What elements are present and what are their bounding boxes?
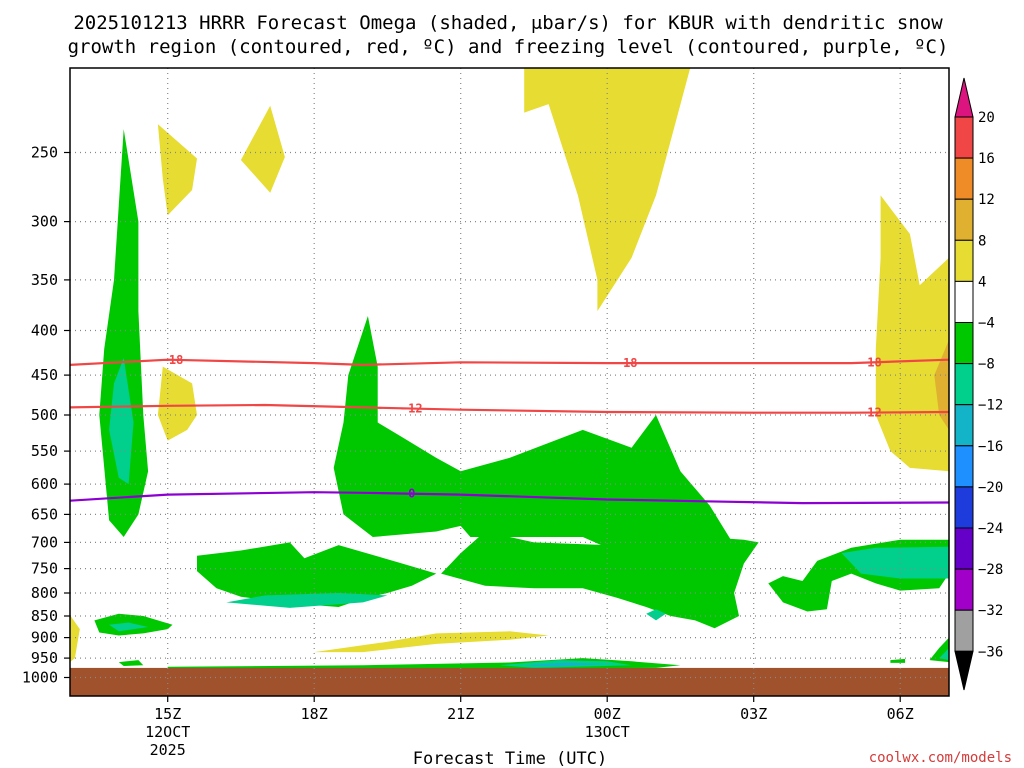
contour-label-dgz_top: −18 xyxy=(162,353,184,367)
colorbar-segment-3 xyxy=(954,239,974,282)
omega-region-17 xyxy=(890,658,906,663)
x-tick-date: 12OCT xyxy=(145,723,190,741)
y-tick-label: 950 xyxy=(31,649,58,667)
omega-region-14 xyxy=(118,660,144,666)
omega-region-11 xyxy=(441,531,759,629)
credit-text: coolwx.com/models xyxy=(869,750,1012,766)
x-tick-date: 13OCT xyxy=(585,723,630,741)
y-tick-label: 450 xyxy=(31,366,58,384)
colorbar-top-arrow xyxy=(954,77,974,118)
plot-frame xyxy=(69,67,950,697)
contour-label-dgz_bottom: −12 xyxy=(401,402,423,416)
omega-region-3 xyxy=(875,195,949,472)
contour-dgz_top xyxy=(70,358,949,367)
contours: −18 −18 −18 −12 −12 0 xyxy=(70,353,949,505)
x-tick-year: 2025 xyxy=(150,741,186,759)
omega-region-22 xyxy=(841,546,949,579)
contour-label-dgz_bottom: −12 xyxy=(860,406,882,420)
contour-freezing xyxy=(70,491,949,505)
colorbar-segment-8 xyxy=(954,445,974,488)
omega-region-20 xyxy=(109,622,149,632)
y-tick-label: 550 xyxy=(31,442,58,460)
omega-region-10 xyxy=(197,542,437,607)
colorbar-label: 8 xyxy=(978,233,986,249)
y-tick-label: 850 xyxy=(31,607,58,625)
omega-region-9 xyxy=(333,316,735,548)
y-tick-label: 500 xyxy=(31,406,58,424)
colorbar-label: 12 xyxy=(978,192,995,208)
colorbar-segment-0 xyxy=(954,116,974,159)
colorbar-label: −16 xyxy=(978,439,1003,455)
colorbar-label: −32 xyxy=(978,603,1003,619)
y-tick-label: 750 xyxy=(31,560,58,578)
y-axis: 250 300 350 400 450 500 550 600 650 700 750 800 850 9… xyxy=(22,144,70,687)
y-tick-label: 300 xyxy=(31,213,58,231)
y-tick-label: 250 xyxy=(31,144,58,162)
colorbar-segment-11 xyxy=(954,568,974,611)
colorbar-segment-9 xyxy=(954,486,974,529)
contour-label-dgz_top: −18 xyxy=(616,356,638,370)
chart-title-line1: 2025101213 HRRR Forecast Omega (shaded, … xyxy=(73,12,943,34)
x-tick-label: 18Z xyxy=(301,705,328,723)
colorbar-segment-6 xyxy=(954,363,974,406)
colorbar-bottom-arrow xyxy=(954,650,974,691)
colorbar-segment-10 xyxy=(954,527,974,570)
omega-region-19 xyxy=(226,593,388,608)
omega-region-4 xyxy=(934,339,949,430)
y-tick-label: 900 xyxy=(31,629,58,647)
y-tick-label: 350 xyxy=(31,271,58,289)
colorbar-label: −8 xyxy=(978,357,995,373)
chart-title-line2: growth region (contoured, red, ºC) and f… xyxy=(68,36,949,58)
omega-shading xyxy=(70,68,949,670)
colorbar-label: 4 xyxy=(978,274,986,290)
omega-region-21 xyxy=(646,609,666,621)
colorbar-segment-1 xyxy=(954,157,974,200)
colorbar-label: −28 xyxy=(978,562,1003,578)
colorbar-segment-7 xyxy=(954,404,974,447)
omega-region-7 xyxy=(70,615,80,663)
omega-region-1 xyxy=(240,105,285,193)
omega-region-2 xyxy=(524,68,691,312)
colorbar-segment-12 xyxy=(954,609,974,652)
colorbar-label: −24 xyxy=(978,521,1003,537)
contour-label-freezing: 0 xyxy=(408,487,415,501)
colorbar-label: −12 xyxy=(978,398,1003,414)
surface-ground xyxy=(70,667,949,696)
x-axis-title: Forecast Time (UTC) xyxy=(413,749,607,768)
colorbar: 20 16 12 8 4 −4 −8 −12 −16 −20 −24 −28 −32 −36 xyxy=(954,77,1003,691)
x-tick-label: 00Z xyxy=(594,705,621,723)
y-tick-label: 400 xyxy=(31,322,58,340)
omega-region-18 xyxy=(109,357,134,485)
colorbar-label: −20 xyxy=(978,480,1003,496)
y-tick-label: 800 xyxy=(31,584,58,602)
contour-dgz_bottom xyxy=(70,403,949,414)
colorbar-segment-2 xyxy=(954,198,974,241)
colorbar-label: 20 xyxy=(978,110,995,126)
x-tick-label: 15Z xyxy=(154,705,181,723)
y-tick-label: 700 xyxy=(31,533,58,551)
x-tick-label: 06Z xyxy=(887,705,914,723)
y-tick-label: 650 xyxy=(31,505,58,523)
colorbar-label: −4 xyxy=(978,316,995,332)
colorbar-label: 16 xyxy=(978,151,995,167)
omega-region-6 xyxy=(314,631,549,653)
omega-region-5 xyxy=(157,366,197,441)
omega-region-25 xyxy=(524,662,608,667)
colorbar-segment-4 xyxy=(954,280,974,323)
omega-region-0 xyxy=(157,124,197,216)
colorbar-segment-5 xyxy=(954,322,974,365)
colorbar-label: −36 xyxy=(978,644,1003,660)
y-tick-label: 600 xyxy=(31,475,58,493)
y-tick-label: 1000 xyxy=(22,669,58,687)
contour-label-dgz_top: −18 xyxy=(860,355,882,369)
x-tick-label: 03Z xyxy=(740,705,767,723)
x-tick-label: 21Z xyxy=(447,705,474,723)
omega-region-23 xyxy=(939,648,949,661)
